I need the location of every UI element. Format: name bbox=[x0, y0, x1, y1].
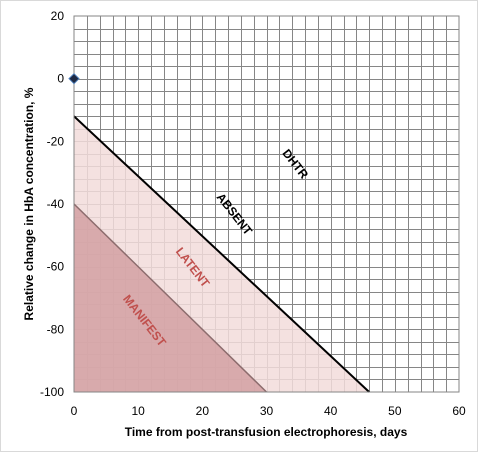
x-tick-label: 0 bbox=[71, 404, 78, 418]
x-tick-label: 30 bbox=[260, 404, 274, 418]
x-tick-label: 60 bbox=[452, 404, 466, 418]
data-point-marker bbox=[68, 72, 80, 85]
data-points bbox=[68, 72, 80, 85]
y-tick-labels: 20 0 -20 -40 -60 -80 -100 bbox=[40, 9, 64, 399]
y-tick-label: -60 bbox=[47, 260, 65, 274]
x-axis-title: Time from post-transfusion electrophores… bbox=[125, 425, 408, 439]
x-tick-labels: 0 10 20 30 40 50 60 bbox=[71, 404, 466, 418]
y-tick-label: -100 bbox=[40, 385, 64, 399]
y-tick-label: -20 bbox=[47, 134, 65, 148]
x-tick-label: 50 bbox=[388, 404, 402, 418]
x-tick-label: 40 bbox=[324, 404, 338, 418]
boundary-line bbox=[73, 203, 268, 393]
y-axis-title: Relative change in HbA concentration, % bbox=[22, 87, 36, 320]
y-tick-label: -80 bbox=[47, 322, 65, 336]
x-tick-label: 20 bbox=[196, 404, 210, 418]
y-tick-label: 20 bbox=[51, 9, 65, 23]
y-tick-label: 0 bbox=[57, 72, 64, 86]
boundary-line bbox=[73, 115, 370, 393]
boundary-lines bbox=[73, 115, 370, 393]
x-tick-label: 10 bbox=[131, 404, 145, 418]
plot-border bbox=[73, 15, 460, 393]
y-tick-label: -40 bbox=[47, 197, 65, 211]
